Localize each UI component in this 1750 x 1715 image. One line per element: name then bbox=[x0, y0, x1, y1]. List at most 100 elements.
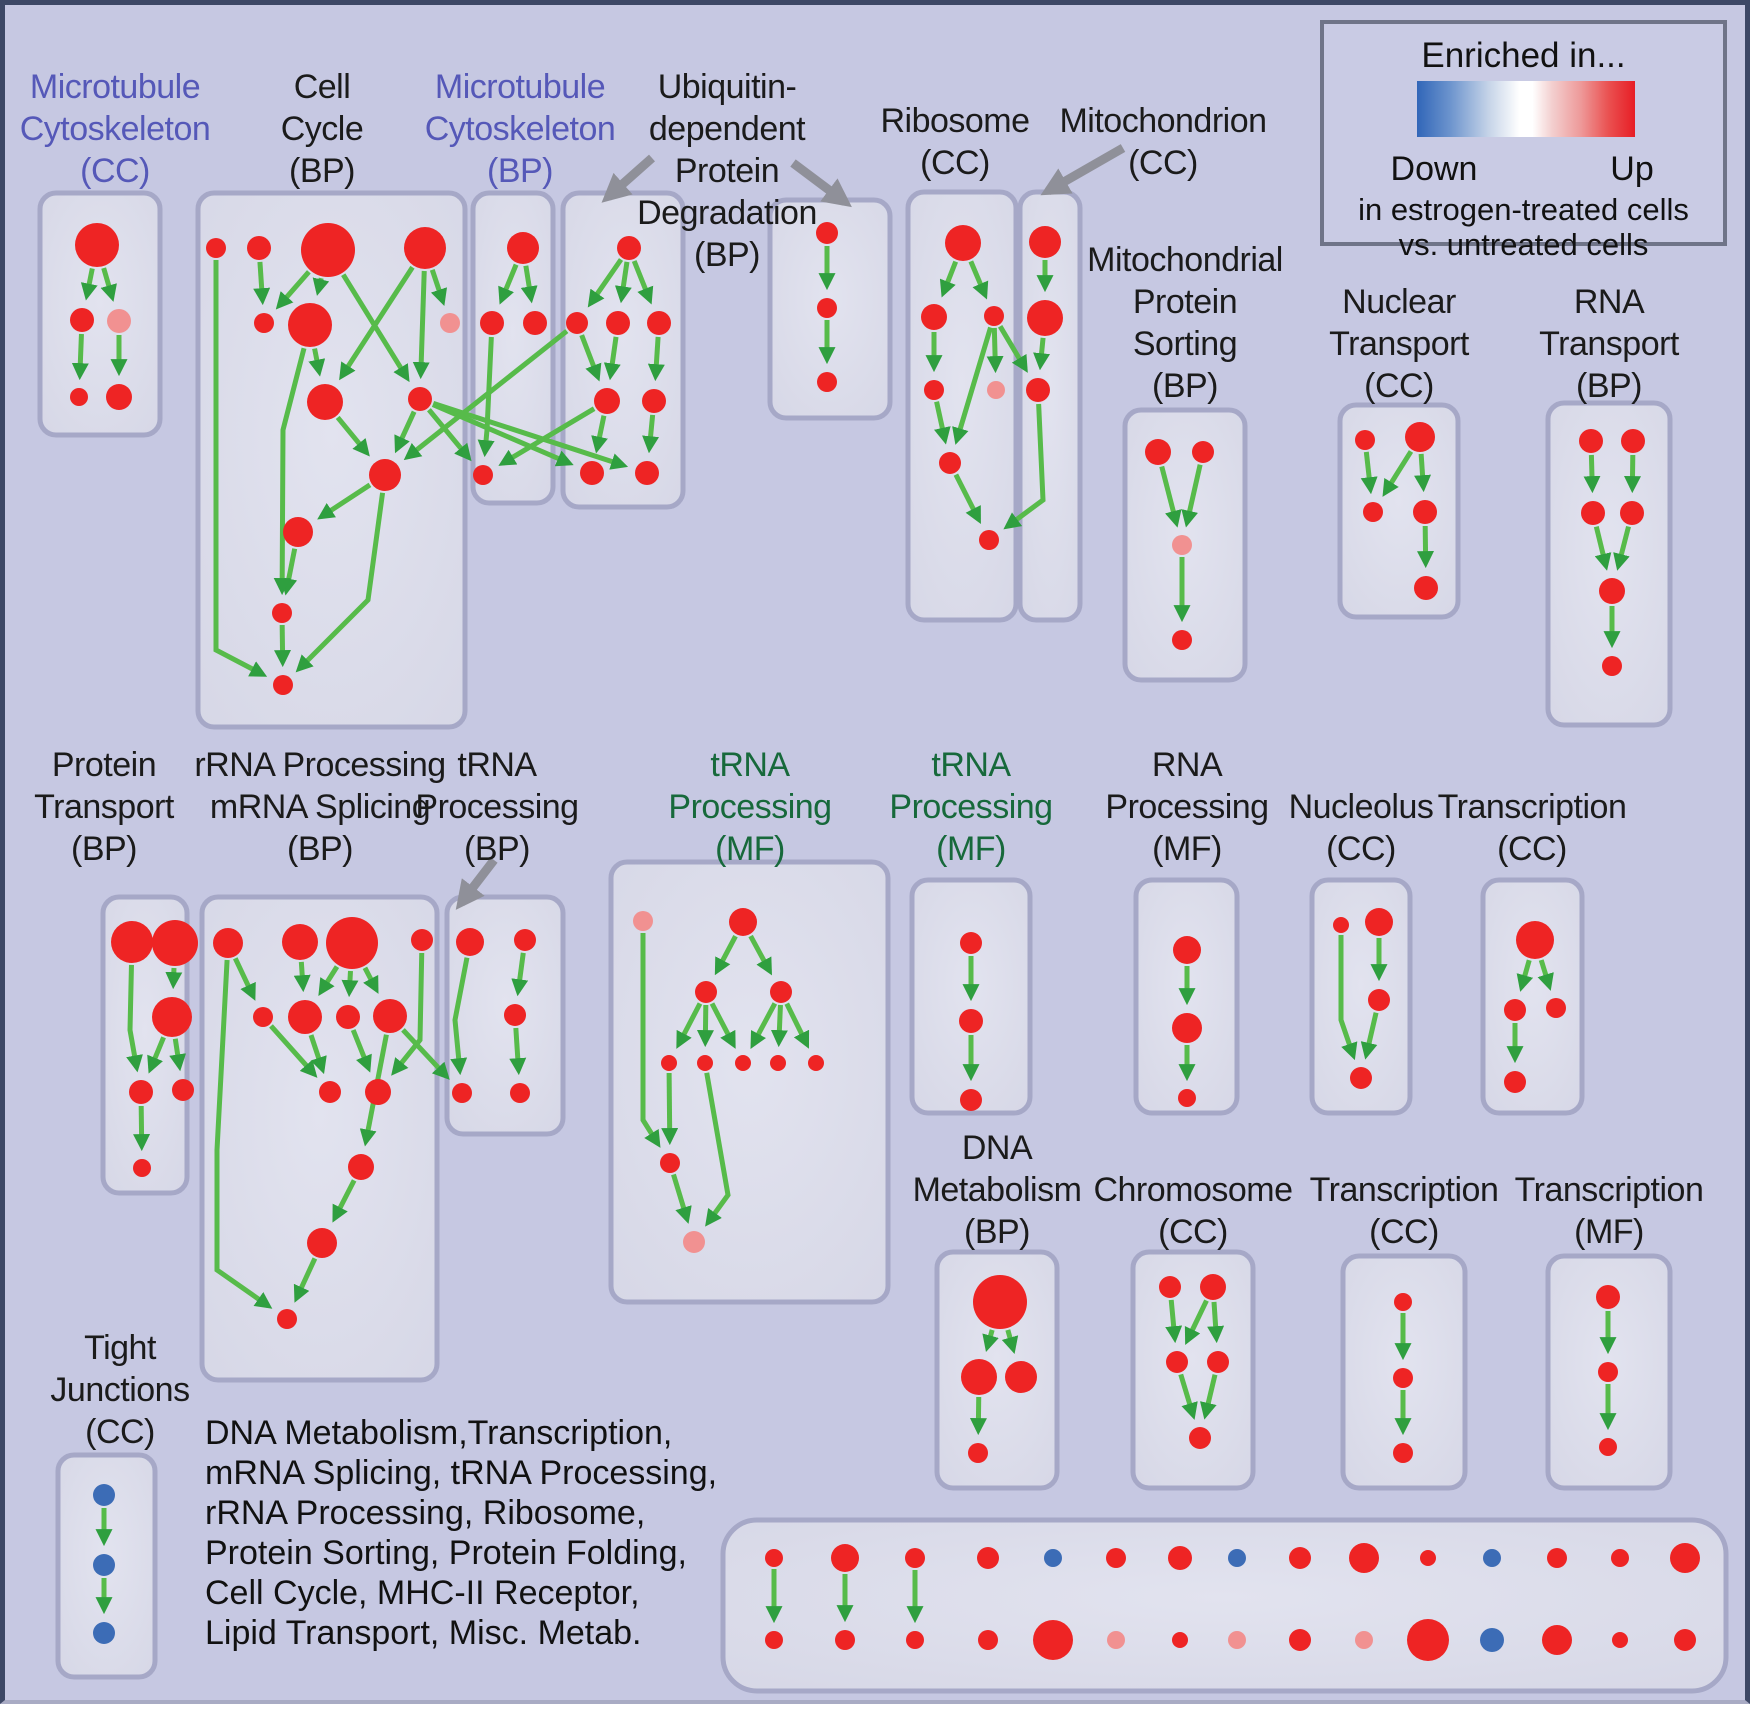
chromosome-cc-box bbox=[1130, 1249, 1256, 1491]
rna-processing-mf-label: RNA Processing (MF) bbox=[1105, 746, 1269, 868]
edge-arrow bbox=[214, 959, 273, 1309]
go-term-node-up bbox=[1405, 422, 1435, 452]
go-term-node-up bbox=[960, 1089, 982, 1111]
rrna-processing-mrna-splicing-bp-label: rRNA Processing mRNA Splicing (BP) bbox=[194, 746, 446, 868]
mitochondrial-protein-sorting-bp-label: Mitochondrial Protein Sorting (BP) bbox=[1087, 241, 1283, 405]
go-term-node-up bbox=[301, 223, 355, 277]
edge-arrow bbox=[253, 261, 271, 306]
footnote-line: mRNA Splicing, tRNA Processing, bbox=[205, 1454, 718, 1492]
go-term-node-up bbox=[1368, 989, 1390, 1011]
edge-arrow bbox=[709, 1002, 736, 1049]
edge-arrow bbox=[1583, 454, 1601, 494]
go-term-node-up bbox=[523, 311, 547, 335]
edge-arrow bbox=[1033, 337, 1051, 371]
go-term-node-up-weak bbox=[633, 911, 653, 931]
go-term-node-up-weak bbox=[1107, 1631, 1125, 1649]
edge-arrow bbox=[274, 624, 292, 668]
go-term-node-up bbox=[979, 530, 999, 550]
go-term-node-up bbox=[959, 1009, 983, 1033]
go-term-node-down bbox=[93, 1622, 115, 1644]
go-term-node-up bbox=[1005, 1361, 1037, 1393]
go-term-node-down bbox=[1483, 1549, 1501, 1567]
go-term-node-up bbox=[1581, 501, 1605, 525]
go-term-node-up bbox=[1172, 630, 1192, 650]
dna-metabolism-bp-label: DNA Metabolism (BP) bbox=[912, 1129, 1082, 1251]
go-term-node-up bbox=[1542, 1625, 1572, 1655]
edge-arrow bbox=[126, 964, 143, 1073]
go-term-node-up bbox=[1602, 656, 1622, 676]
go-term-node-up bbox=[1674, 1629, 1696, 1651]
edge-arrow bbox=[1200, 1374, 1218, 1420]
go-term-node-down bbox=[1044, 1549, 1062, 1567]
go-term-node-up bbox=[254, 313, 274, 333]
edge-arrow bbox=[1178, 1373, 1198, 1420]
edge-arrow bbox=[312, 277, 330, 296]
go-term-node-up bbox=[831, 1544, 859, 1572]
go-term-node-up bbox=[504, 1004, 526, 1026]
go-term-node-down bbox=[1480, 1628, 1504, 1652]
edge-arrow bbox=[1414, 453, 1432, 493]
go-term-node-up bbox=[288, 1000, 322, 1034]
go-term-node-up-weak bbox=[1355, 1631, 1373, 1649]
edge-arrow bbox=[1593, 526, 1612, 571]
go-term-node-up bbox=[960, 932, 982, 954]
edge-arrow bbox=[676, 1002, 703, 1049]
edge-arrow bbox=[391, 952, 425, 1076]
protein-transport-bp-label: Protein Transport (BP) bbox=[34, 746, 174, 868]
ubiquitin-pointer-right bbox=[790, 159, 852, 208]
microtubule-cytoskeleton-bp-label: Microtubule Cytoskeleton (BP) bbox=[424, 68, 616, 190]
go-term-node-up bbox=[635, 461, 659, 485]
go-term-node-up bbox=[905, 1548, 925, 1568]
go-term-node-up bbox=[1166, 1351, 1188, 1373]
edge-arrow bbox=[939, 260, 959, 298]
go-term-node-up bbox=[1027, 300, 1063, 336]
edge-arrow bbox=[71, 333, 89, 381]
edge-arrow bbox=[133, 1105, 151, 1152]
pointer-arrows bbox=[455, 144, 1126, 910]
go-term-node-up bbox=[961, 1359, 997, 1395]
cell-cycle-bp-label: Cell Cycle (BP) bbox=[280, 68, 364, 190]
trna-bp-pointer bbox=[455, 857, 498, 910]
go-term-node-up bbox=[1178, 1089, 1196, 1107]
tight-junctions-cc-label: Tight Junctions (CC) bbox=[50, 1329, 190, 1451]
edge-arrow bbox=[587, 258, 624, 308]
footnote-line: DNA Metabolism,Transcription, bbox=[205, 1414, 673, 1452]
go-term-node-up bbox=[729, 908, 757, 936]
go-term-node-up bbox=[1407, 1619, 1449, 1661]
edge-arrow bbox=[1159, 465, 1182, 528]
edge-arrow bbox=[953, 473, 981, 525]
transcription-cc-row2-box bbox=[1480, 877, 1585, 1116]
edge-arrow bbox=[986, 327, 1004, 374]
go-term-node-up bbox=[172, 1079, 194, 1101]
ubiquitin-pointer-left bbox=[601, 154, 655, 203]
go-term-node-up bbox=[452, 1083, 472, 1103]
edge-arrow bbox=[952, 326, 993, 445]
go-term-node-up bbox=[283, 517, 313, 547]
go-term-node-up bbox=[1611, 1549, 1629, 1567]
edge-arrow bbox=[295, 492, 386, 673]
microtubule-cytoskeleton-bp-box bbox=[470, 190, 556, 506]
go-term-node-up bbox=[977, 1547, 999, 1569]
edge-arrow bbox=[350, 1029, 372, 1073]
nucleolus-cc-label: Nucleolus (CC) bbox=[1288, 788, 1434, 868]
edge-arrow bbox=[1003, 403, 1046, 530]
misc-clusters-box bbox=[720, 1517, 1729, 1694]
go-term-node-up bbox=[1393, 1368, 1413, 1388]
nodes bbox=[70, 222, 1700, 1661]
go-term-node-up bbox=[1029, 226, 1061, 258]
edge-arrow bbox=[934, 401, 951, 445]
edge-arrow bbox=[1001, 1329, 1019, 1354]
edge-arrow bbox=[1516, 959, 1534, 992]
go-term-node-up-weak bbox=[107, 309, 131, 333]
edge-arrow bbox=[1613, 525, 1631, 571]
go-term-node-up bbox=[70, 308, 94, 332]
trna-processing-bp-label: tRNA Processing (BP) bbox=[415, 746, 579, 868]
go-term-node-up bbox=[70, 388, 88, 406]
edge-arrow bbox=[100, 267, 117, 302]
go-term-node-up bbox=[945, 225, 981, 261]
edge-arrow bbox=[233, 957, 256, 1001]
footnote-line: Cell Cycle, MHC-II Receptor, bbox=[205, 1574, 640, 1612]
go-term-node-up bbox=[1393, 1443, 1413, 1463]
trna-processing-mf-1-label: tRNA Processing (MF) bbox=[668, 746, 832, 868]
